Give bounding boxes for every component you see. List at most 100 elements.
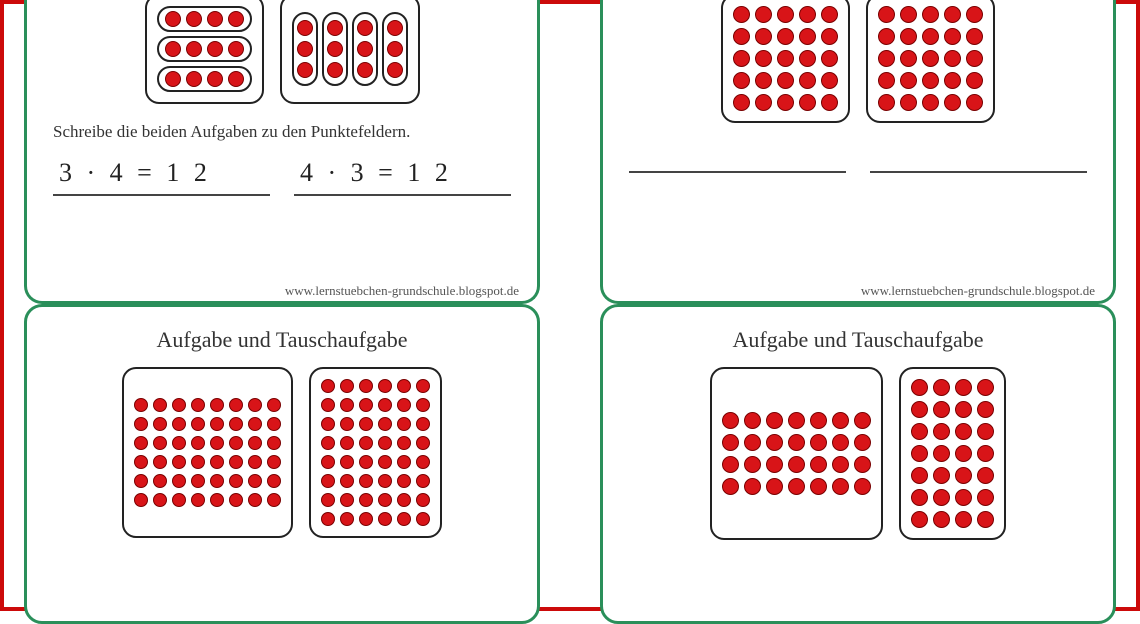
dot (832, 412, 849, 429)
dot (777, 28, 794, 45)
dot (944, 6, 961, 23)
card-top-right: www.lernstuebchen-grundschule.blogspot.d… (600, 0, 1116, 304)
dot (944, 50, 961, 67)
dot (955, 379, 972, 396)
dot (878, 94, 895, 111)
dot (977, 467, 994, 484)
dot (229, 493, 243, 507)
dot (933, 467, 950, 484)
dot (832, 434, 849, 451)
dot (416, 493, 430, 507)
dot (911, 467, 928, 484)
card-title: Aufgabe und Tauschaufgabe (623, 327, 1093, 353)
pill-col (382, 12, 408, 86)
dot (799, 94, 816, 111)
pill-col (322, 12, 348, 86)
dot (416, 379, 430, 393)
dot (832, 456, 849, 473)
dot (229, 455, 243, 469)
dot (267, 474, 281, 488)
dot (267, 417, 281, 431)
dot (744, 478, 761, 495)
dot (744, 434, 761, 451)
dot (977, 401, 994, 418)
dot (755, 28, 772, 45)
dot (172, 436, 186, 450)
dot (153, 398, 167, 412)
dot (378, 493, 392, 507)
answer-blank-1[interactable] (629, 143, 846, 173)
dot (944, 94, 961, 111)
dot (416, 512, 430, 526)
dot (911, 511, 928, 528)
dotbox-pair (623, 367, 1093, 540)
dot (810, 478, 827, 495)
dot (788, 412, 805, 429)
dot (321, 474, 335, 488)
card-bottom-left: Aufgabe und Tauschaufgabe (24, 304, 540, 624)
dot (416, 398, 430, 412)
dot (153, 417, 167, 431)
dot (359, 417, 373, 431)
dot (153, 493, 167, 507)
dot (977, 423, 994, 440)
dot (172, 493, 186, 507)
dot (944, 72, 961, 89)
dot (766, 434, 783, 451)
dot (955, 489, 972, 506)
dot (810, 456, 827, 473)
dot (821, 72, 838, 89)
dot (799, 72, 816, 89)
dot (944, 28, 961, 45)
card-title: Aufgabe und Tauschaufgabe (47, 327, 517, 353)
dot (755, 6, 772, 23)
dot (378, 512, 392, 526)
dot (229, 417, 243, 431)
dot (186, 71, 202, 87)
dot (854, 478, 871, 495)
dot (788, 478, 805, 495)
dot (228, 11, 244, 27)
dot (248, 474, 262, 488)
dot (911, 401, 928, 418)
dot (327, 62, 343, 78)
dot (821, 94, 838, 111)
dot (777, 94, 794, 111)
dot (397, 417, 411, 431)
dot (267, 398, 281, 412)
pill-col (292, 12, 318, 86)
answer-blank-2[interactable] (870, 143, 1087, 173)
dot (977, 489, 994, 506)
dot (755, 94, 772, 111)
dot (321, 455, 335, 469)
dot (359, 455, 373, 469)
dot (387, 20, 403, 36)
pill-row (157, 66, 252, 92)
credit-text: www.lernstuebchen-grundschule.blogspot.d… (861, 283, 1095, 299)
dot (733, 28, 750, 45)
dot (966, 50, 983, 67)
dot (933, 489, 950, 506)
dot (248, 417, 262, 431)
dot (397, 455, 411, 469)
dot (722, 478, 739, 495)
dot (810, 412, 827, 429)
equation-1: 3 · 4 = 1 2 (53, 154, 270, 196)
dot (134, 455, 148, 469)
dot (340, 455, 354, 469)
dot (933, 423, 950, 440)
dot (378, 398, 392, 412)
dot (777, 6, 794, 23)
dot (321, 417, 335, 431)
dot (397, 398, 411, 412)
dot-box (710, 367, 883, 540)
dot (733, 6, 750, 23)
dot (357, 62, 373, 78)
dot (966, 6, 983, 23)
dot (744, 412, 761, 429)
card-top-left: Schreibe die beiden Aufgaben zu den Punk… (24, 0, 540, 304)
dot (744, 456, 761, 473)
card-bottom-right: Aufgabe und Tauschaufgabe (600, 304, 1116, 624)
dot (210, 493, 224, 507)
dot (229, 474, 243, 488)
